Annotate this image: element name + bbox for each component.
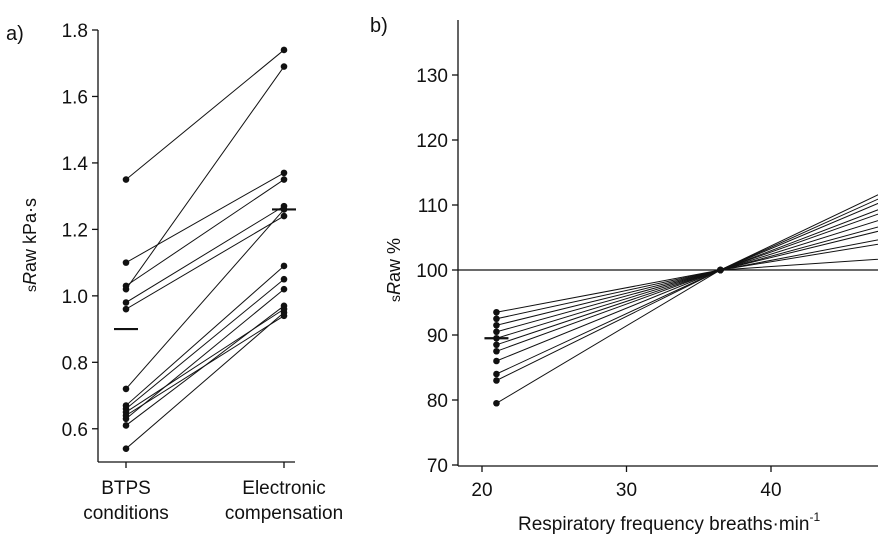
panel-b-x-tick-label: 20 [471,480,492,501]
panel-a-y-tick-label: 1.4 [62,154,89,175]
panel-a-data-point [122,305,130,313]
panel-a-series [125,49,285,450]
panel-a-label: a) [6,23,24,45]
panel-b-series [496,194,878,404]
panel-b-x-axis-label: Respiratory frequency breaths·min-1 [518,510,820,535]
panel-a-y-tick-label: 1.0 [62,287,88,308]
panel-b-data-point [493,357,500,365]
panel-a-subject-line [125,172,285,264]
panel-b-data-point [493,377,500,384]
panel-b-data-point [493,341,500,349]
panel-a-data-point [280,262,288,270]
panel-b-subject-line [496,209,878,333]
panel-a-x-tick-label: compensation [225,503,343,524]
panel-a-subject-line [125,66,285,290]
panel-b-subject-line [496,213,878,339]
panel-a-data-point [280,212,288,220]
panel-b-subject-line [496,258,878,362]
panel-a-data-point [122,422,130,429]
panel-b-y-tick-label: 90 [427,326,448,347]
panel-b-y-tick-label: 120 [416,131,448,152]
panel-a-subject-line [125,205,285,303]
panel-a-data-point [280,46,288,54]
panel-a-axes: 0.6 0.8 1.0 1.2 1.4 1.6 1.8 BTPS conditions Elect… [62,21,344,524]
panel-a-data-point [122,299,130,306]
panel-b-label: b) [370,15,388,37]
panel-a-y-axis-label: sRaw kPa·s [20,198,40,292]
panel-b-y-tick-label: 70 [427,456,448,477]
panel-a-x-tick-label: BTPS [101,478,151,499]
panel-b-axes: 708090100110120130203040506070 [416,20,878,501]
panel-b-y-tick-label: 80 [427,391,448,412]
panel-b-y-axis-label: sRaw % [384,238,404,302]
panel-b-data-point [493,315,500,323]
panel-b-x-tick-label: 40 [760,480,781,501]
panel-a-subject-line [125,278,285,410]
panel-a-subject-line [125,265,285,406]
panel-a-subject-line [125,288,285,420]
panel-a-y-tick-label: 1.8 [62,21,88,42]
panel-b-y-tick-label: 110 [418,196,448,217]
panel-b-data-point [493,370,500,378]
panel-b-subject-line [496,198,878,320]
panel-a-subject-line [125,308,285,413]
panel-b-y-tick-label: 100 [416,261,448,282]
panel-b-data-point [493,321,500,329]
panel-a-y-tick-label: 0.8 [62,353,88,374]
panel-b-subject-line [496,243,878,404]
panel-b-subject-line [496,230,878,375]
panel-b-subject-line [496,220,878,346]
panel-a-data-point [280,169,288,177]
panel-a-chart: a) 0.6 0.8 1.0 1.2 1.4 1.6 1.8 BTPS conditions El… [6,21,343,524]
panel-a-subject-line [125,315,285,416]
panel-a-subject-line [125,209,285,390]
panel-b-data-point [493,347,500,355]
panel-a-data-point [280,312,288,320]
panel-a-data-point [280,176,288,183]
panel-a-data-point [280,275,288,283]
panel-b-subject-line [496,239,878,381]
panel-a-data-point [280,305,288,313]
panel-a-data-point [280,285,288,293]
panel-b-y-tick-label: 130 [416,66,448,87]
panel-b-chart: b) 708090100110120130203040506070 sRaw %… [370,15,878,535]
panel-a-x-tick-label: Electronic [242,478,325,499]
panel-a-data-point [122,412,130,419]
panel-a-points [114,46,296,453]
panel-a-data-point [122,285,130,293]
panel-a-y-tick-label: 1.6 [62,87,88,108]
panel-b-data-point [717,266,724,274]
panel-a-data-point [122,445,130,453]
panel-a-subject-line [125,49,285,180]
panel-b-data-point [493,328,500,336]
panel-b-x-tick-label: 30 [616,480,637,501]
panel-a-data-point [280,63,288,70]
panel-b-data-point [493,308,500,316]
panel-b-subject-line [496,202,878,326]
panel-a-y-tick-label: 0.6 [62,420,88,441]
panel-a-data-point [122,259,130,266]
panel-a-data-point [122,176,130,183]
panel-a-y-tick-label: 1.2 [62,220,88,241]
panel-a-subject-line [125,215,285,310]
panel-a-subject-line [125,179,285,287]
panel-a-subject-line [125,312,285,450]
panel-a-data-point [122,385,130,393]
panel-b-subject-line [496,226,878,352]
panel-b-data-point [493,399,500,407]
panel-b-points [484,266,724,407]
panel-b-subject-line [496,194,878,313]
panel-a-x-tick-label: conditions [83,503,169,524]
